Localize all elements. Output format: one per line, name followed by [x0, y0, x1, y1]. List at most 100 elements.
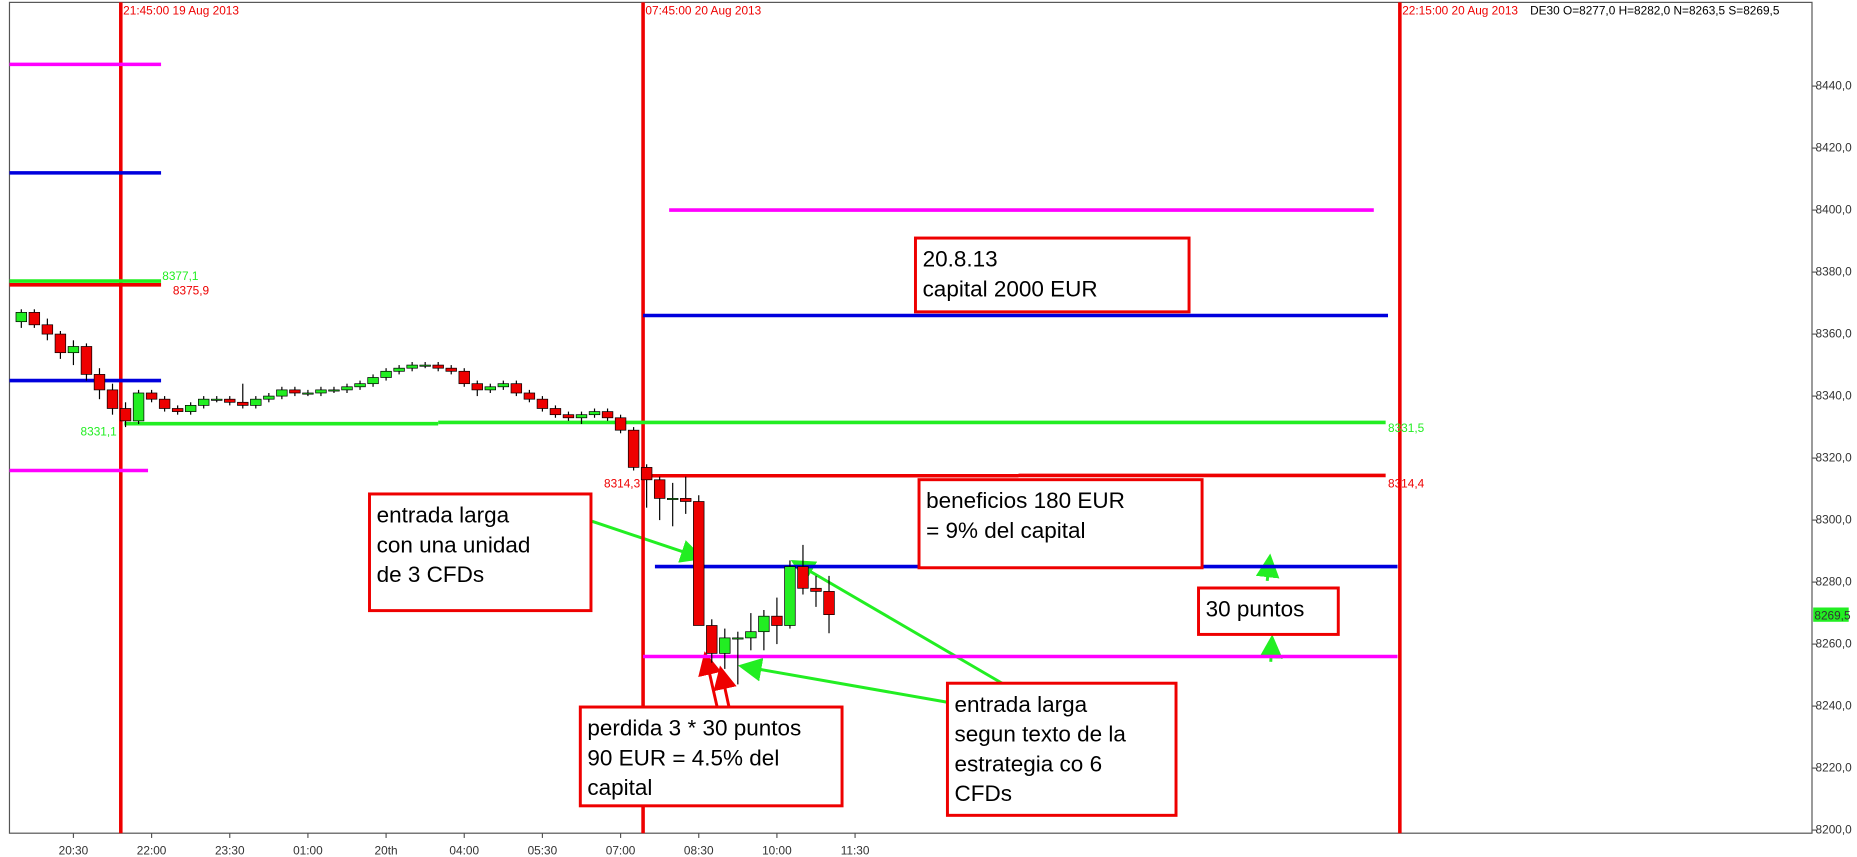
annotation-box [368, 492, 593, 613]
y-tick-label: 8320,0 [1816, 451, 1853, 465]
candle-body [145, 392, 158, 400]
level-label: 8375,9 [173, 283, 210, 297]
vertical-line-label: 22:15:00 20 Aug 2013 [1402, 3, 1518, 17]
candle-body [445, 367, 457, 372]
annotation-arrow [713, 665, 737, 710]
candle-body [588, 411, 601, 416]
candle-body [536, 398, 549, 409]
candle-body [562, 414, 575, 419]
annotation-text: entrada larga [377, 502, 510, 527]
candle-body [771, 615, 783, 626]
header: DE30 O=8277,0 H=8282,0 N=8263,5 S=8269,5 [1530, 3, 1780, 17]
candle-body [614, 417, 627, 431]
candle-body [250, 398, 262, 406]
y-tick-label: 8200,0 [1816, 823, 1853, 837]
annotation-box [1197, 586, 1340, 636]
y-tick-label: 8440,0 [1816, 79, 1853, 93]
candle-body [67, 346, 80, 354]
candle-body [719, 637, 731, 654]
x-tick-label: 07:00 [606, 844, 636, 857]
candle-body [184, 405, 197, 412]
y-tick-label: 8340,0 [1816, 389, 1853, 403]
last-price-tag [1813, 607, 1849, 622]
candle-body [41, 324, 54, 335]
candle-body [80, 346, 93, 375]
candle-body [132, 392, 145, 422]
x-tick-label: 20th [375, 844, 398, 857]
x-tick-label: 20:30 [59, 844, 89, 857]
annotation-arrow [698, 651, 722, 710]
candle-body [406, 364, 418, 369]
annotation-text: de 3 CFDs [377, 562, 484, 587]
plot-frame [8, 1, 1813, 834]
annotation-box [913, 236, 1191, 314]
candle-body [211, 398, 223, 401]
candle-body [653, 479, 666, 499]
last-price-label: 8269,5 [1814, 608, 1851, 622]
x-tick-label: 01:00 [293, 844, 323, 857]
annotation-text: entrada larga [955, 692, 1088, 717]
vertical-line-label: 21:45:00 19 Aug 2013 [123, 3, 239, 17]
candle-body [328, 389, 340, 392]
x-tick-label: 11:30 [841, 844, 870, 857]
level-label: 8331,5 [1388, 421, 1425, 435]
candle-body [523, 392, 536, 400]
candle-body [119, 408, 132, 422]
y-tick-label: 8280,0 [1816, 575, 1853, 589]
candle-body [745, 631, 757, 639]
y-tick-label: 8300,0 [1816, 513, 1853, 527]
candle-body [289, 389, 301, 394]
candle-body [627, 429, 640, 468]
candle-body [823, 591, 835, 615]
candle-body [354, 383, 366, 388]
candle-body [341, 386, 353, 391]
annotation-text: estrategia co 6 [955, 751, 1103, 776]
annotation-text: CFDs [955, 781, 1012, 806]
candle-body [302, 392, 314, 395]
candle-body [276, 389, 288, 397]
annotation-text: beneficios 180 EUR [926, 488, 1125, 513]
candle-body [680, 498, 692, 502]
annotation-text: perdida 3 * 30 puntos [587, 716, 801, 741]
annotation-text: 30 puntos [1206, 597, 1305, 622]
candle-body [484, 386, 496, 391]
candle-body [497, 383, 510, 388]
x-tick-label: 04:00 [449, 844, 479, 857]
x-tick-label: 08:30 [684, 844, 714, 857]
candle-body [432, 364, 444, 369]
y-tick-label: 8260,0 [1816, 637, 1853, 651]
candle-body [237, 401, 249, 406]
level-label: 8314,4 [1388, 476, 1425, 490]
annotation-text: segun texto de la [955, 721, 1127, 746]
level-label: 8314,3 [604, 477, 641, 491]
candle-body [315, 389, 327, 394]
y-tick-label: 8380,0 [1816, 265, 1853, 279]
annotation-text: capital 2000 EUR [923, 276, 1098, 301]
candle-body [28, 312, 41, 326]
level-label: 8377,1 [162, 269, 199, 283]
annotation-text: 20.8.13 [923, 247, 998, 272]
annotation-box [945, 681, 1178, 817]
candle-body [93, 374, 106, 391]
annotation-text: capital [587, 775, 652, 800]
y-tick-label: 8360,0 [1816, 327, 1853, 341]
annotation-text: con una unidad [377, 532, 531, 557]
candle-body [601, 411, 614, 419]
candle-body [54, 333, 67, 354]
annotation-box [578, 705, 844, 808]
candle-body [393, 367, 405, 372]
candle-body [15, 312, 28, 323]
annotation-arrow [1259, 634, 1283, 662]
candle-body [380, 370, 392, 378]
candle-body [367, 377, 379, 385]
candle-body [575, 414, 588, 419]
candle-body [784, 566, 796, 626]
level-label: 8331,1 [81, 425, 118, 439]
annotation-text: 90 EUR = 4.5% del [587, 745, 779, 770]
candle-body [706, 625, 718, 654]
candle-body [693, 501, 705, 626]
y-tick-label: 8220,0 [1816, 761, 1853, 775]
